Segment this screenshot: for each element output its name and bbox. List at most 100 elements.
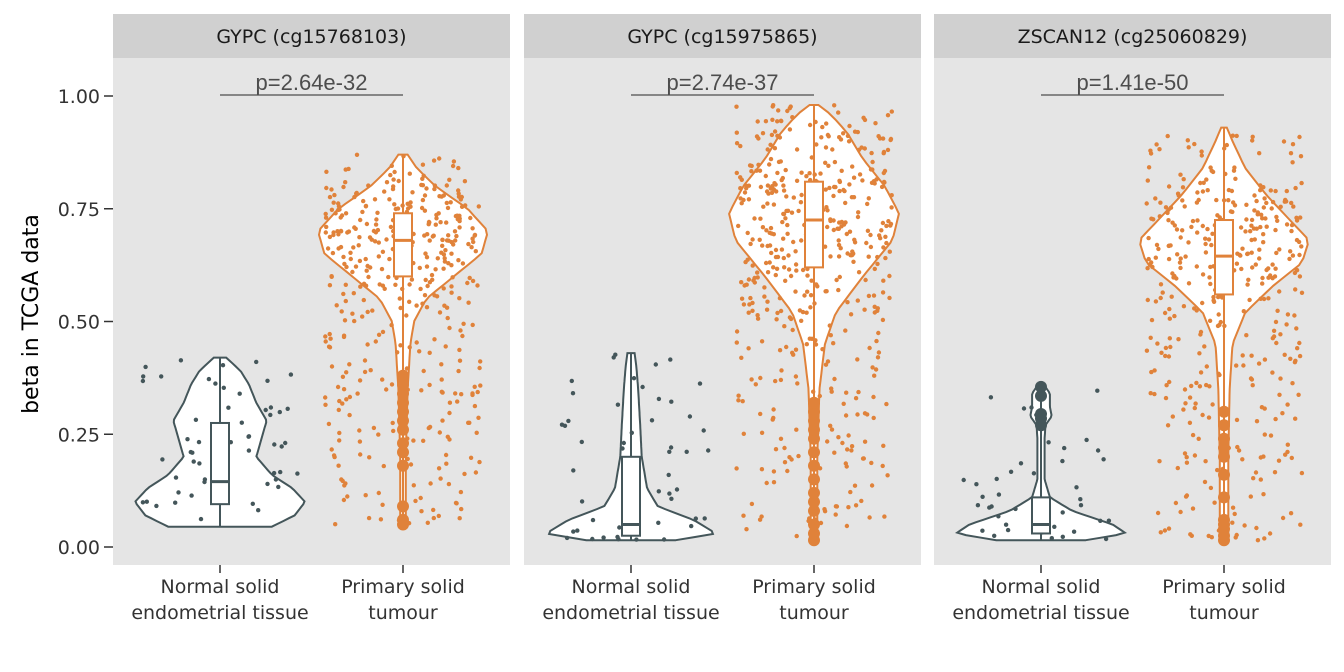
jitter-point: [196, 439, 202, 445]
jitter-point: [653, 362, 658, 367]
jitter-point: [1261, 232, 1266, 237]
jitter-point: [419, 205, 425, 211]
jitter-point: [409, 277, 415, 282]
jitter-point: [869, 460, 874, 466]
jitter-point: [771, 469, 777, 474]
jitter-point: [799, 318, 804, 323]
jitter-point: [989, 504, 994, 509]
outlier-point: [1218, 491, 1230, 504]
jitter-point: [693, 516, 698, 521]
jitter-point: [1165, 423, 1171, 428]
jitter-point: [173, 500, 178, 505]
jitter-point: [340, 401, 345, 406]
jitter-point: [1290, 142, 1296, 147]
jitter-point: [770, 117, 775, 123]
jitter-point: [453, 391, 458, 396]
jitter-point: [1283, 452, 1288, 457]
jitter-point: [689, 523, 694, 529]
jitter-point: [254, 359, 259, 365]
jitter-point: [354, 152, 360, 157]
jitter-point: [831, 193, 836, 199]
jitter-point: [433, 267, 438, 272]
jitter-point: [1283, 197, 1288, 203]
jitter-point: [849, 444, 855, 449]
jitter-point: [763, 260, 769, 266]
jitter-point: [277, 409, 282, 415]
jitter-point: [1195, 190, 1200, 195]
jitter-point: [656, 520, 661, 525]
jitter-point: [848, 489, 853, 495]
jitter-point: [1262, 432, 1268, 437]
jitter-point: [329, 447, 334, 452]
jitter-point: [343, 211, 349, 216]
jitter-point: [736, 393, 741, 398]
jitter-point: [782, 460, 788, 465]
jitter-point: [1253, 470, 1259, 475]
jitter-point: [323, 395, 328, 400]
jitter-point: [855, 298, 860, 303]
jitter-point: [422, 293, 428, 298]
jitter-point: [427, 238, 432, 243]
jitter-point: [437, 430, 442, 435]
jitter-point: [1264, 200, 1269, 206]
jitter-point: [869, 483, 875, 488]
jitter-point: [357, 428, 362, 433]
outlier-point: [1218, 419, 1230, 432]
jitter-point: [395, 206, 401, 211]
jitter-point: [1046, 440, 1051, 445]
jitter-point: [1186, 281, 1192, 286]
jitter-point: [1200, 223, 1206, 229]
jitter-point: [1274, 340, 1279, 346]
jitter-point: [388, 224, 394, 230]
jitter-point: [799, 238, 804, 243]
jitter-point: [782, 265, 787, 270]
jitter-point: [820, 124, 825, 130]
pvalue-label: p=2.64e-32: [256, 70, 368, 95]
jitter-point: [420, 197, 426, 203]
jitter-point: [996, 492, 1002, 497]
jitter-point: [669, 399, 674, 404]
jitter-point: [1236, 448, 1242, 453]
jitter-point: [470, 391, 475, 396]
jitter-point: [413, 498, 418, 504]
jitter-point: [755, 119, 760, 124]
jitter-point: [781, 183, 786, 188]
jitter-point: [449, 284, 454, 289]
jitter-point: [887, 273, 892, 279]
jitter-point: [746, 277, 752, 282]
jitter-point: [327, 283, 333, 288]
jitter-point: [455, 213, 460, 218]
jitter-point: [871, 293, 877, 298]
jitter-point: [746, 197, 752, 202]
jitter-point: [744, 186, 749, 191]
jitter-point: [865, 228, 871, 233]
jitter-point: [449, 239, 454, 245]
jitter-point: [1167, 336, 1173, 341]
outlier-point: [397, 423, 409, 436]
jitter-point: [887, 249, 892, 254]
jitter-point: [1280, 411, 1285, 416]
jitter-point: [432, 186, 437, 192]
jitter-point: [765, 201, 770, 206]
jitter-point: [388, 172, 393, 178]
jitter-point: [455, 399, 460, 404]
jitter-point: [419, 509, 424, 514]
jitter-point: [470, 278, 476, 284]
jitter-point: [1184, 455, 1189, 460]
jitter-point: [836, 254, 842, 259]
jitter-point: [782, 324, 787, 329]
jitter-point: [440, 243, 445, 248]
jitter-point: [357, 439, 363, 444]
jitter-point: [860, 456, 866, 461]
jitter-point: [867, 515, 872, 520]
jitter-point: [1242, 523, 1247, 528]
jitter-point: [640, 384, 645, 390]
outlier-point: [808, 432, 820, 445]
jitter-point: [781, 236, 786, 241]
jitter-point: [830, 147, 835, 152]
jitter-point: [1031, 471, 1037, 476]
jitter-point: [1270, 199, 1276, 205]
jitter-point: [739, 296, 745, 301]
jitter-point: [1165, 133, 1170, 139]
jitter-point: [1021, 406, 1027, 411]
